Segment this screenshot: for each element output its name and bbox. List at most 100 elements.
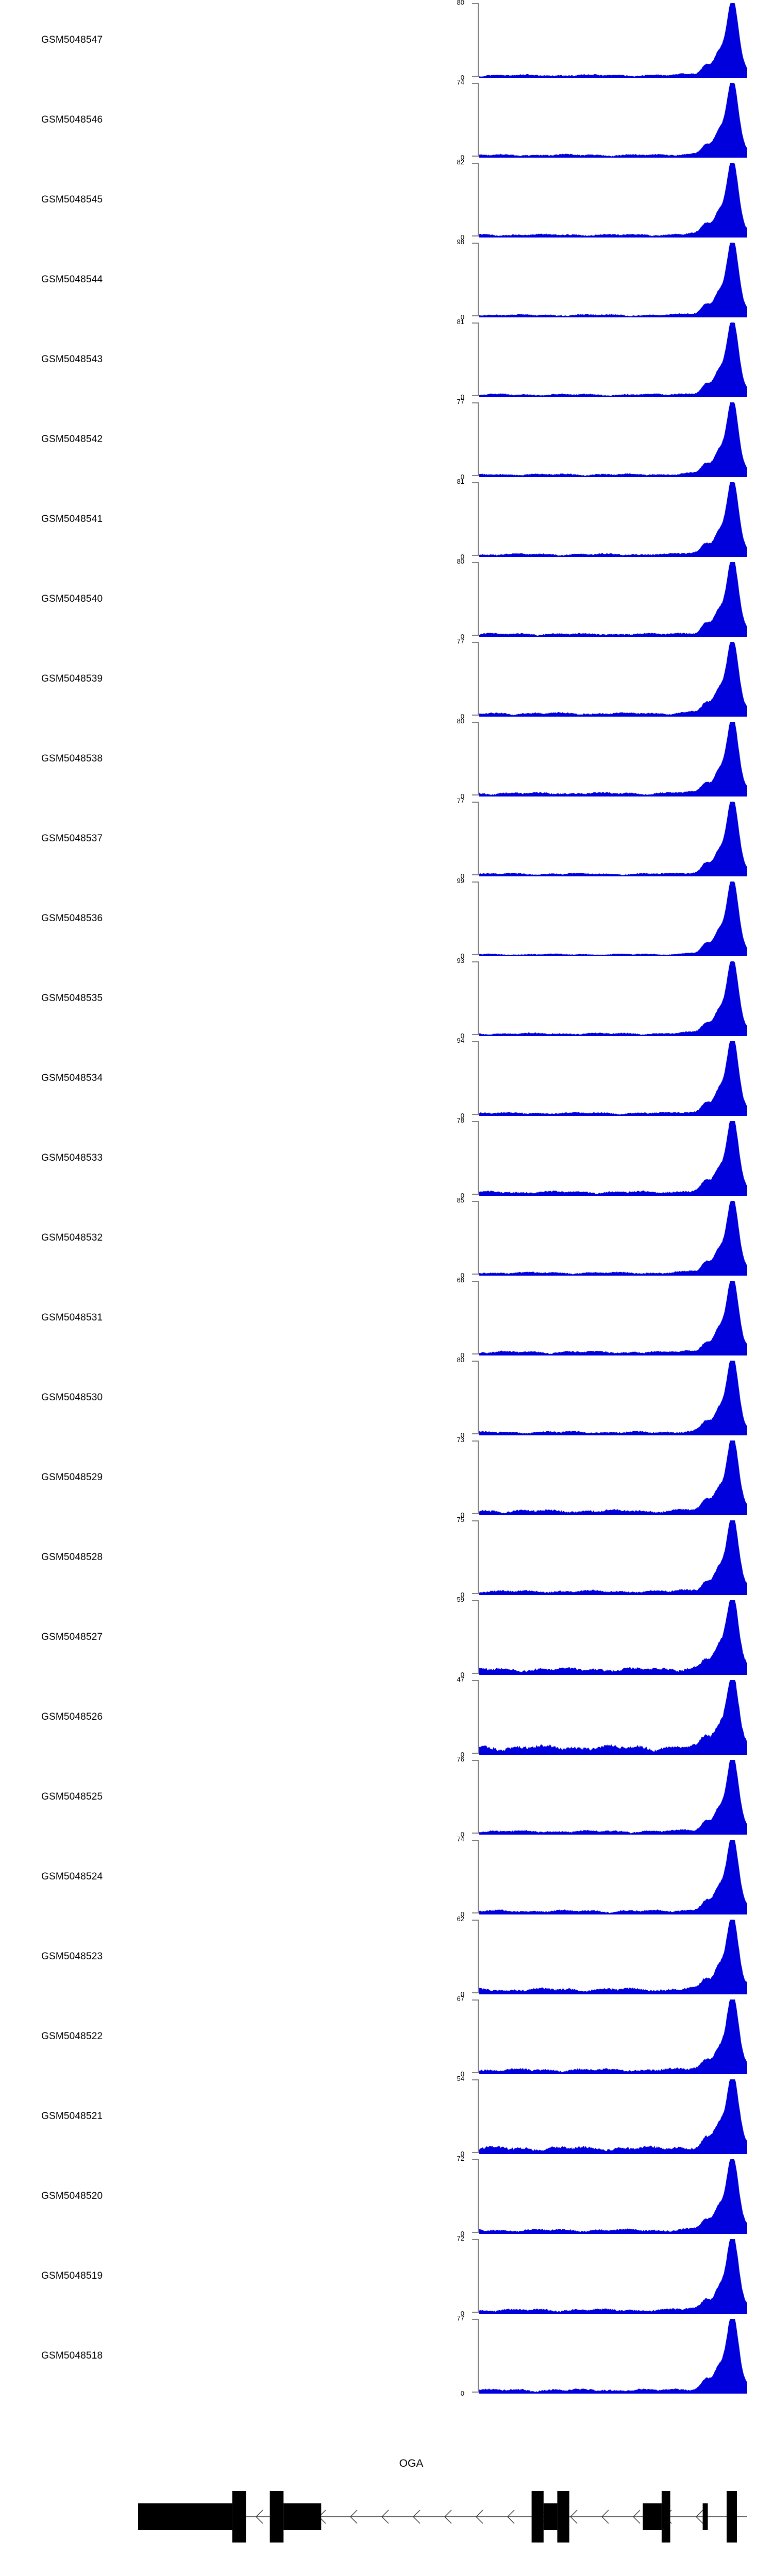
coverage-track: GSM5048527 59 0 <box>0 1596 773 1679</box>
y-axis-tick-max <box>472 2079 479 2080</box>
y-axis-line <box>478 482 479 556</box>
track-y-axis: 78 0 <box>457 1116 479 1199</box>
y-axis-max-label: 47 <box>457 1675 464 1683</box>
track-label: GSM5048536 <box>41 912 103 924</box>
y-axis-max-label: 54 <box>457 2075 464 2082</box>
exon-box <box>270 2491 284 2543</box>
y-axis-line <box>478 1520 479 1594</box>
y-axis-line <box>478 83 479 157</box>
y-axis-tick-max <box>472 1840 479 1841</box>
y-axis-min-label: 0 <box>460 1032 464 1040</box>
y-axis-tick-max <box>472 2159 479 2160</box>
y-axis-max-label: 80 <box>457 0 464 6</box>
strand-arrow <box>507 2510 515 2524</box>
y-axis-min-label: 0 <box>460 393 464 401</box>
track-y-axis: 68 0 <box>457 1276 479 1359</box>
coverage-track: GSM5048539 77 0 <box>0 637 773 720</box>
y-axis-line <box>478 802 479 875</box>
y-axis-line <box>478 722 479 795</box>
track-label: GSM5048532 <box>41 1232 103 1243</box>
track-y-axis: 54 0 <box>457 2075 479 2158</box>
strand-arrow <box>570 2510 578 2524</box>
y-axis-min-label: 0 <box>460 633 464 640</box>
y-axis-tick-min <box>472 1194 479 1195</box>
track-y-axis: 77 0 <box>457 2314 479 2397</box>
y-axis-min-label: 0 <box>460 1272 464 1279</box>
y-axis-max-label: 62 <box>457 1915 464 1923</box>
track-y-axis: 85 0 <box>457 1196 479 1279</box>
track-label: GSM5048546 <box>41 114 103 125</box>
coverage-track: GSM5048531 68 0 <box>0 1276 773 1359</box>
coverage-plot-area <box>479 882 747 956</box>
y-axis-min-label: 0 <box>460 952 464 960</box>
track-label: GSM5048521 <box>41 2110 103 2122</box>
strand-arrow <box>444 2510 452 2524</box>
y-axis-min-label: 0 <box>460 1990 464 1998</box>
track-label: GSM5048530 <box>41 1392 103 1403</box>
y-axis-min-label: 0 <box>460 473 464 481</box>
y-axis-max-label: 98 <box>457 238 464 246</box>
y-axis-tick-max <box>472 3 479 4</box>
track-label: GSM5048520 <box>41 2190 103 2201</box>
y-axis-tick-max <box>472 1361 479 1362</box>
y-axis-tick-min <box>472 156 479 157</box>
coverage-track-list: GSM5048547 80 0 GSM5048546 74 0 GSM5048545 82 0 G… <box>0 0 773 2397</box>
y-axis-tick-min <box>472 1513 479 1514</box>
y-axis-max-label: 81 <box>457 318 464 326</box>
y-axis-line <box>478 882 479 955</box>
track-label: GSM5048541 <box>41 513 103 524</box>
y-axis-max-label: 94 <box>457 1037 464 1044</box>
y-axis-min-label: 0 <box>460 1910 464 1918</box>
y-axis-line <box>478 2319 479 2393</box>
y-axis-tick-min <box>472 1114 479 1115</box>
track-label: GSM5048547 <box>41 34 103 45</box>
y-axis-max-label: 80 <box>457 1356 464 1364</box>
y-axis-min-label: 0 <box>460 2310 464 2317</box>
coverage-plot-area <box>479 1281 747 1355</box>
y-axis-max-label: 78 <box>457 1116 464 1124</box>
coverage-track: GSM5048532 85 0 <box>0 1196 773 1279</box>
y-axis-min-label: 0 <box>460 553 464 561</box>
y-axis-min-label: 0 <box>460 233 464 241</box>
y-axis-tick-min <box>472 2312 479 2313</box>
exon-box <box>283 2503 322 2530</box>
track-label: GSM5048538 <box>41 753 103 764</box>
coverage-plot-area <box>479 1920 747 1994</box>
track-y-axis: 93 0 <box>457 957 479 1040</box>
coverage-track: GSM5048521 54 0 <box>0 2075 773 2158</box>
track-y-axis: 77 0 <box>457 637 479 720</box>
y-axis-min-label: 0 <box>460 313 464 321</box>
exon-box <box>727 2491 737 2543</box>
y-axis-tick-min <box>472 555 479 556</box>
coverage-track: GSM5048545 82 0 <box>0 158 773 241</box>
y-axis-line <box>478 323 479 396</box>
gene-name-text: OGA <box>399 2458 424 2469</box>
coverage-track: GSM5048540 80 0 <box>0 557 773 640</box>
coverage-plot-area <box>479 642 747 717</box>
y-axis-tick-max <box>472 1121 479 1122</box>
coverage-plot-area <box>479 722 747 796</box>
track-label: GSM5048527 <box>41 1631 103 1642</box>
y-axis-min-label: 0 <box>460 154 464 161</box>
y-axis-line <box>478 1281 479 1354</box>
y-axis-line <box>478 1680 479 1754</box>
gene-transcript <box>138 2491 747 2543</box>
y-axis-min-label: 0 <box>460 1192 464 1199</box>
y-axis-min-label: 0 <box>460 1112 464 1120</box>
track-y-axis: 80 0 <box>457 1356 479 1439</box>
track-y-axis: 62 0 <box>457 1915 479 1998</box>
track-y-axis: 67 0 <box>457 1995 479 2078</box>
y-axis-line <box>478 1361 479 1434</box>
y-axis-tick-min <box>472 2232 479 2233</box>
track-y-axis: 73 0 <box>457 1436 479 1519</box>
coverage-track: GSM5048535 93 0 <box>0 957 773 1040</box>
exon-box <box>557 2491 569 2543</box>
strand-arrow <box>601 2510 609 2524</box>
exon-box <box>661 2491 670 2543</box>
coverage-plot-area <box>479 961 747 1036</box>
track-label: GSM5048543 <box>41 353 103 365</box>
strand-arrow <box>256 2510 263 2524</box>
y-axis-line <box>478 562 479 636</box>
y-axis-tick-max <box>472 163 479 164</box>
